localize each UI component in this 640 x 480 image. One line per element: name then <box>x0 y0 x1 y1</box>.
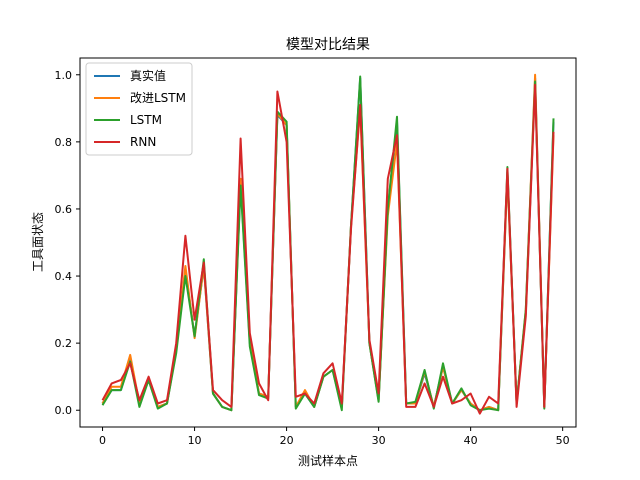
y-tick-label: 0.0 <box>55 404 73 417</box>
legend-label: 真实值 <box>130 68 166 83</box>
x-tick-label: 40 <box>464 434 478 447</box>
x-tick-label: 50 <box>556 434 570 447</box>
legend-label: RNN <box>130 135 156 149</box>
y-tick-label: 0.2 <box>55 337 73 350</box>
legend-label: 改进LSTM <box>130 91 186 105</box>
x-tick-label: 30 <box>372 434 386 447</box>
y-tick-label: 0.4 <box>55 270 73 283</box>
x-tick-label: 0 <box>99 434 106 447</box>
y-axis: 0.0 0.2 0.4 0.6 0.8 1.0 <box>55 69 80 417</box>
y-tick-label: 0.6 <box>55 203 73 216</box>
x-axis: 0 10 20 30 40 50 <box>99 427 570 447</box>
series-line-3 <box>101 83 555 415</box>
axes-frame <box>79 57 577 428</box>
y-tick-label: 1.0 <box>55 69 73 82</box>
y-axis-label: 工具面状态 <box>31 212 45 272</box>
legend-box <box>85 62 193 156</box>
plot-area <box>101 73 555 415</box>
x-tick-label: 10 <box>188 434 202 447</box>
x-axis-label: 测试样本点 <box>298 453 358 468</box>
y-tick-label: 0.8 <box>55 136 73 149</box>
chart-title: 模型对比结果 <box>286 37 370 53</box>
x-tick-label: 20 <box>280 434 294 447</box>
legend-label: LSTM <box>130 113 162 127</box>
